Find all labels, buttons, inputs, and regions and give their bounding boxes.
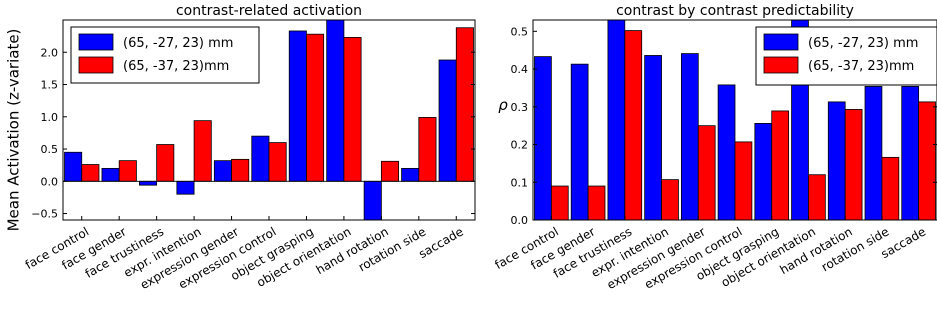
bar-series1-hand-rotation (363, 180, 382, 221)
y-tick-label: 0.2 (511, 139, 529, 152)
y-tick-label: 0.4 (511, 63, 529, 76)
bar-series2-expr-intention (661, 179, 679, 221)
bar-series1-expression-control (717, 84, 736, 221)
bar-series1-expression-control (251, 135, 270, 182)
bar-series2-expr-intention (193, 120, 212, 182)
bar-series2-object-orientation (343, 37, 362, 182)
bar-series1-rotation-side (864, 86, 883, 221)
bar-series2-rotation-side (418, 117, 437, 182)
bar-series2-face-trustiness (624, 30, 643, 221)
y-axis-label: ρ (498, 96, 508, 114)
bar-series1-expression-gender (213, 160, 232, 182)
bar-series1-expression-gender (680, 53, 699, 221)
y-tick-label: −0.5 (31, 208, 58, 221)
y-tick-label: 0.3 (511, 101, 529, 114)
bar-series1-object-orientation (326, 19, 345, 182)
y-tick-label: 0.1 (511, 176, 529, 189)
y-tick-label: 0.5 (511, 25, 529, 38)
bar-series1-face-gender (101, 167, 120, 182)
chart-title: contrast by contrast predictability (616, 3, 854, 19)
legend-label: (65, -37, 23)mm (808, 59, 914, 74)
bar-series2-expression-control (268, 142, 287, 182)
bar-series1-expr-intention (644, 55, 662, 221)
bar-series2-saccade (455, 27, 474, 182)
bar-series2-rotation-side (881, 156, 900, 221)
chart-title: contrast-related activation (176, 3, 362, 19)
y-tick-label: 0.0 (41, 175, 59, 188)
legend: (65, -27, 23) mm (65, -37, 23)mm (70, 26, 260, 84)
bar-series2-object-orientation (808, 174, 826, 221)
bar-series2-hand-rotation (380, 160, 399, 182)
bar-series2-expression-gender (697, 125, 716, 221)
y-axis-label: Mean Activation (z-variate) (5, 29, 23, 232)
bar-series2-object-grasping (771, 110, 790, 221)
y-tick-label: 2.0 (41, 46, 59, 59)
bar-series2-face-gender (587, 185, 606, 221)
bars (534, 19, 936, 221)
bar-series1-saccade (901, 86, 920, 221)
bar-series2-hand-rotation (844, 109, 863, 221)
bar-series1-face-control (534, 56, 552, 221)
bar-series1-rotation-side (401, 167, 420, 182)
legend: (65, -27, 23) mm (65, -37, 23)mm (755, 26, 937, 86)
bar-series1-expr-intention (176, 180, 195, 195)
bar-series1-face-trustiness (607, 19, 626, 221)
legend-label: (65, -27, 23) mm (808, 36, 918, 51)
bar-series2-saccade (918, 101, 936, 221)
bar-series1-hand-rotation (827, 101, 846, 221)
y-tick-label: 1.5 (41, 79, 59, 92)
bar-series2-face-control (81, 164, 100, 182)
bar-series2-expression-gender (231, 158, 250, 182)
bar-series2-face-gender (118, 160, 137, 182)
y-tick-label: 0.5 (41, 143, 59, 156)
legend-swatch (78, 56, 114, 74)
legend-swatch (763, 56, 799, 74)
bar-series2-face-control (550, 185, 569, 221)
y-tick-label: 0.0 (511, 214, 529, 227)
bar-series1-saccade (438, 59, 457, 182)
legend-swatch (763, 33, 799, 51)
bar-series2-object-grasping (306, 33, 325, 182)
bar-series2-face-trustiness (156, 144, 175, 182)
bars (64, 19, 474, 221)
bar-series2-expression-control (734, 141, 753, 221)
bar-series1-face-control (64, 151, 83, 182)
bar-series1-object-grasping (754, 123, 773, 221)
bar-series1-face-gender (570, 63, 589, 221)
bar-series1-face-trustiness (139, 180, 158, 186)
legend-swatch (78, 33, 114, 51)
legend-label: (65, -27, 23) mm (123, 36, 233, 51)
y-tick-label: 1.0 (41, 111, 59, 124)
bar-series1-object-grasping (288, 30, 307, 182)
legend-label: (65, -37, 23)mm (123, 59, 229, 74)
